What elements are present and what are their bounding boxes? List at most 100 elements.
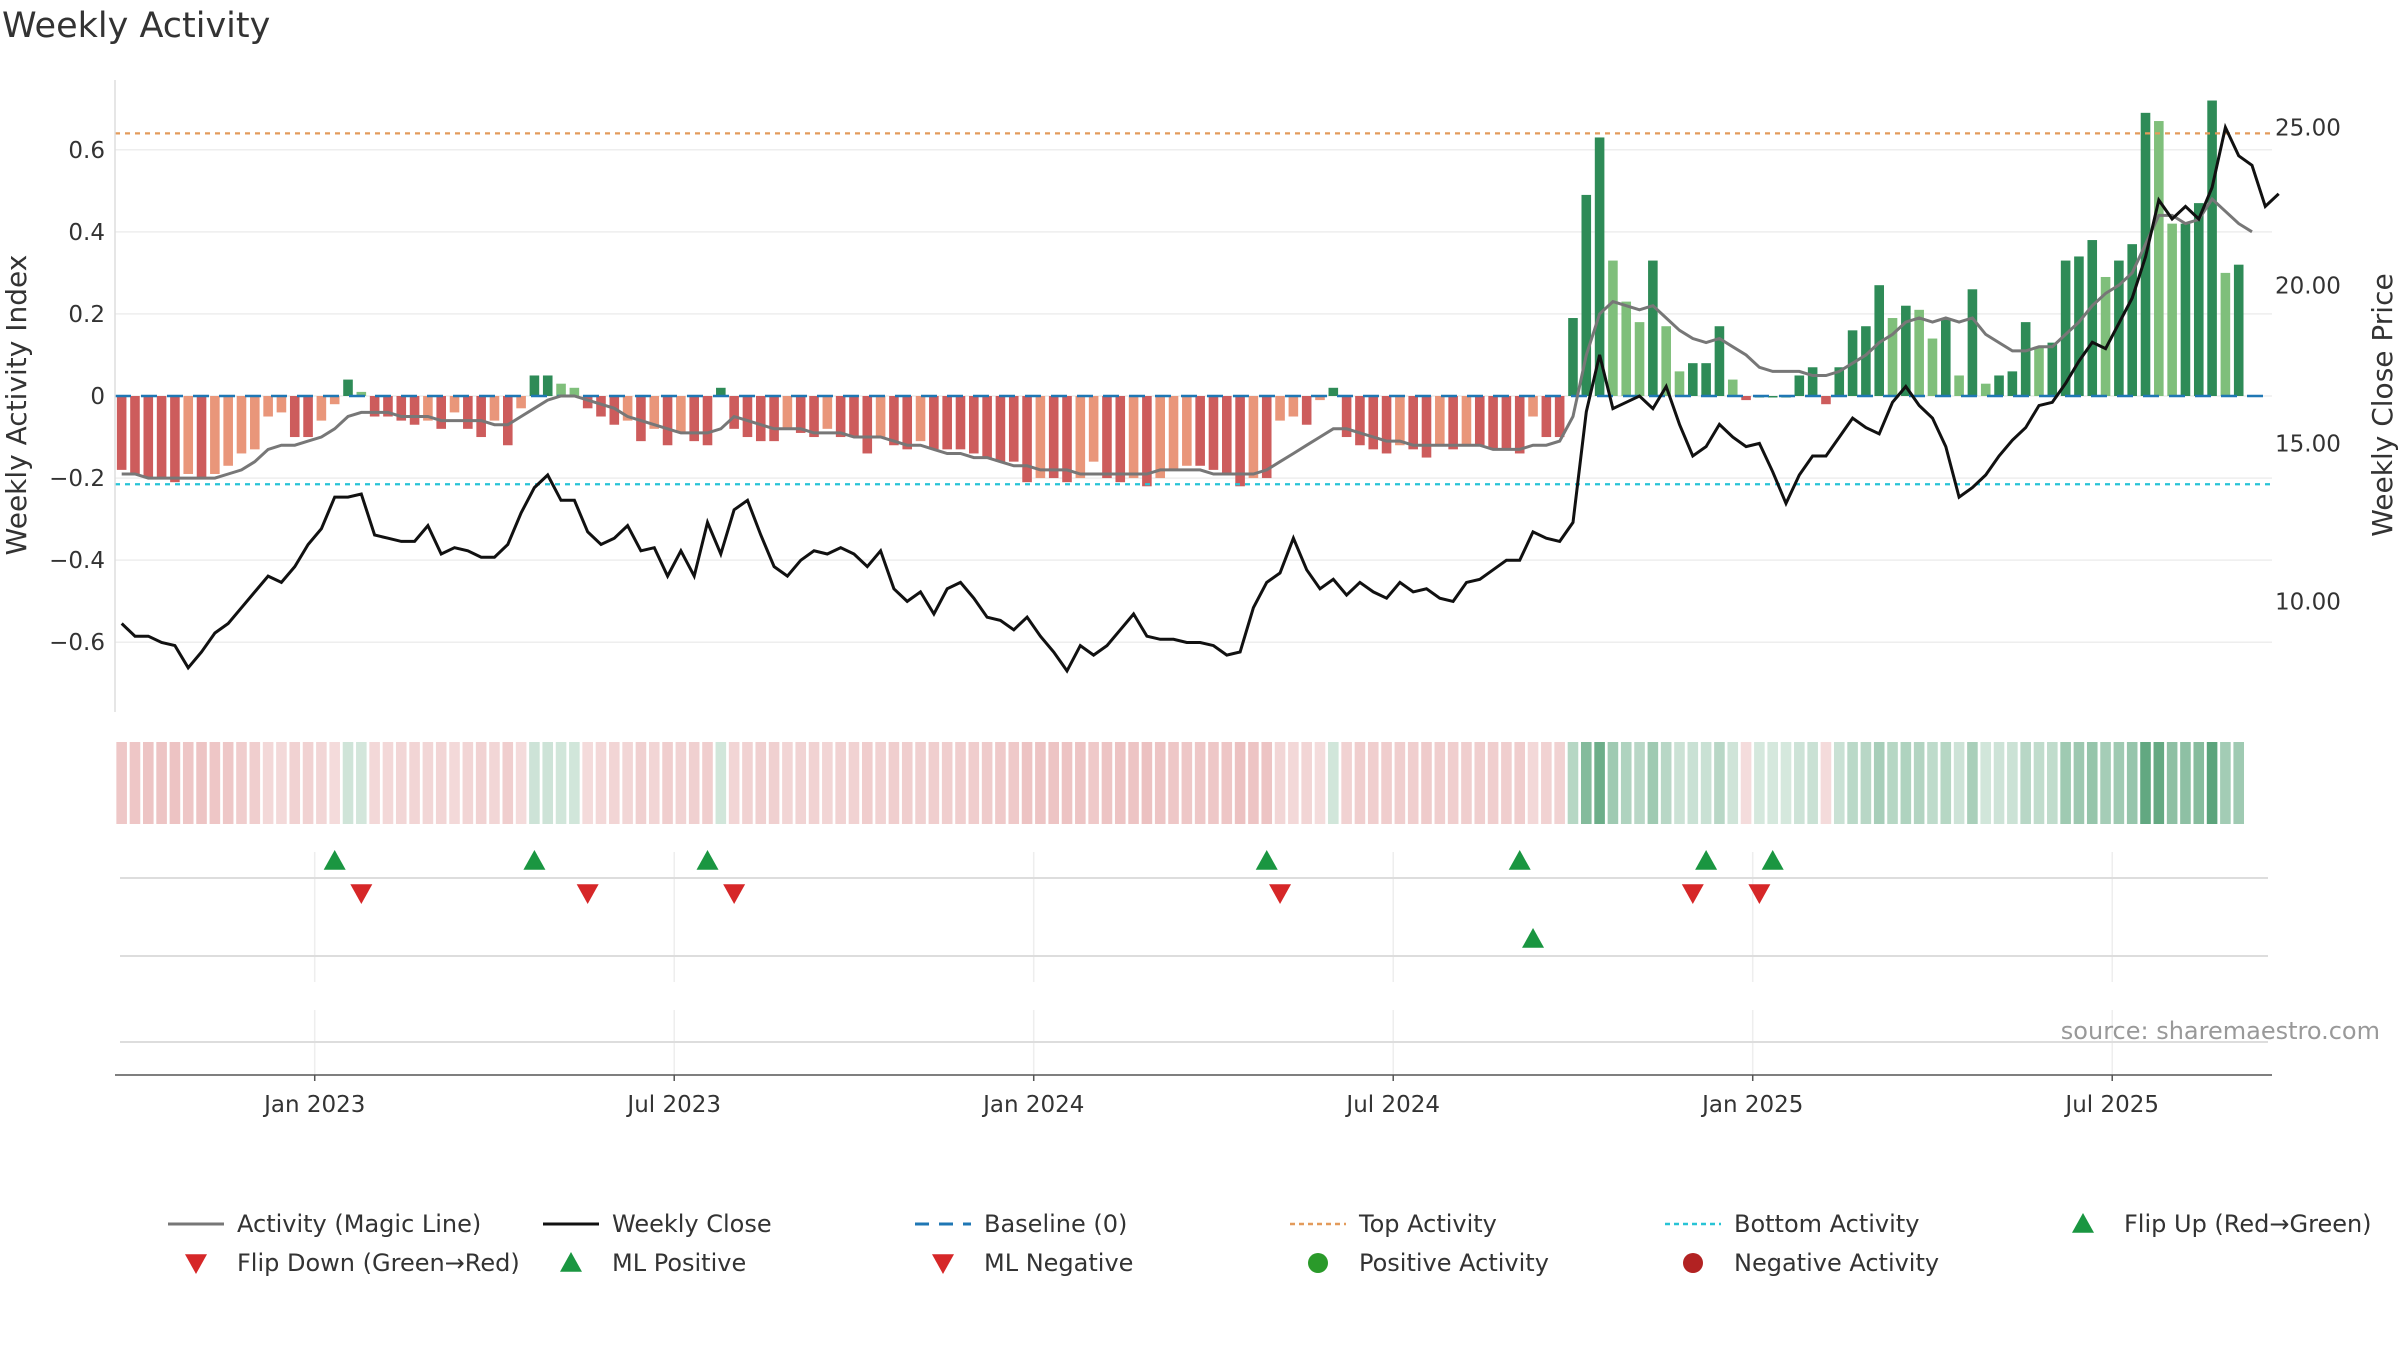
heat-cell: [1913, 742, 1925, 824]
heat-cell: [1061, 742, 1073, 824]
heat-cell: [915, 742, 926, 824]
heat-cell: [1048, 742, 1059, 824]
heat-cell: [1221, 742, 1233, 824]
heat-cell: [2180, 742, 2191, 824]
x-tick-label: Jul 2023: [625, 1092, 721, 1118]
activity-bar: [1435, 396, 1445, 446]
heat-cell: [2220, 742, 2231, 824]
heat-cell: [1474, 742, 1486, 824]
activity-bar: [1741, 396, 1751, 401]
heat-cell: [1314, 742, 1326, 824]
heat-cell: [475, 742, 487, 824]
heat-cell: [1261, 742, 1273, 824]
heat-cell: [1328, 742, 1339, 824]
heat-cell: [941, 742, 953, 824]
x-tick-label: Jan 2023: [262, 1092, 365, 1118]
heat-cell: [1900, 742, 1912, 824]
activity-bar: [542, 375, 553, 396]
activity-bar: [1927, 338, 1938, 396]
activity-bar: [196, 396, 207, 479]
heat-cell: [2153, 742, 2165, 824]
activity-bar: [1008, 396, 1019, 462]
heat-cell: [1407, 742, 1419, 824]
heat-cell: [2113, 742, 2125, 824]
heat-cell: [1434, 742, 1446, 824]
heat-cell: [1660, 742, 1672, 824]
heat-cell: [1554, 742, 1565, 824]
activity-bar: [343, 379, 353, 396]
heat-cell: [1740, 742, 1752, 824]
legend-swatch: [2072, 1213, 2094, 1233]
legend-label: Weekly Close: [612, 1210, 772, 1238]
activity-bar: [210, 396, 220, 474]
heat-cell: [662, 742, 673, 824]
flip-down-marker: [1269, 884, 1292, 904]
activity-bar: [2074, 256, 2084, 396]
flip-up-marker: [1255, 850, 1278, 870]
heat-cell: [648, 742, 660, 824]
heat-cell: [1794, 742, 1805, 824]
activity-bar: [1368, 396, 1379, 450]
heat-cell: [2206, 742, 2218, 824]
activity-bar: [955, 396, 966, 450]
legend-magic-line: Activity (Magic Line): [168, 1210, 481, 1238]
heat-cell: [2140, 742, 2151, 824]
heat-cell: [1274, 742, 1286, 824]
activity-bar: [1648, 260, 1658, 396]
heat-cell: [1940, 742, 1952, 824]
legend-swatch: [560, 1252, 582, 1272]
reference-lines: [115, 132, 2272, 486]
heat-cell: [2100, 742, 2111, 824]
heat-cell: [529, 742, 540, 824]
activity-bar: [1461, 396, 1472, 446]
activity-bar: [236, 396, 247, 454]
activity-bar: [1355, 396, 1365, 446]
activity-bar: [1075, 396, 1086, 479]
activity-heat-strip: [116, 742, 2245, 824]
heat-cell: [1194, 742, 1206, 824]
heat-cell: [1594, 742, 1605, 824]
flip-down-marker: [350, 884, 373, 904]
activity-bar: [795, 396, 806, 433]
heat-cell: [675, 742, 687, 824]
activity-bar: [1035, 396, 1046, 479]
activity-bar: [2114, 260, 2124, 396]
activity-bar: [489, 396, 500, 421]
heat-cell: [395, 742, 407, 824]
heat-cell: [142, 742, 154, 824]
activity-bar: [1142, 396, 1152, 487]
heat-cell: [1248, 742, 1259, 824]
activity-bar: [2233, 264, 2244, 396]
heat-cell: [1461, 742, 1472, 824]
legend-swatch: [185, 1254, 207, 1274]
activity-bar: [1940, 318, 1951, 396]
heat-cell: [555, 742, 567, 824]
activity-bar: [1221, 396, 1232, 474]
heat-cell: [1687, 742, 1699, 824]
activity-bar: [1954, 375, 1964, 396]
heat-cell: [702, 742, 713, 824]
activity-bar: [1235, 396, 1245, 487]
flip-down-marker: [1681, 884, 1704, 904]
legend-negative-activity: Negative Activity: [1683, 1249, 1939, 1277]
activity-bar: [396, 396, 407, 421]
heat-cell: [968, 742, 980, 824]
activity-bars: [116, 100, 2244, 487]
activity-bar: [1621, 301, 1632, 396]
heat-cell: [2233, 742, 2245, 824]
y-axis-right-label: Weekly Close Price: [2366, 273, 2399, 536]
heat-cell: [289, 742, 301, 824]
heat-cell: [622, 742, 633, 824]
activity-bar: [356, 391, 367, 396]
heat-cell: [182, 742, 194, 824]
activity-bar: [649, 396, 660, 429]
heat-cell: [1674, 742, 1685, 824]
heat-cell: [542, 742, 554, 824]
activity-bar: [875, 396, 886, 438]
heat-cell: [1288, 742, 1299, 824]
heat-cell: [635, 742, 647, 824]
heat-cell: [1447, 742, 1459, 824]
heat-cell: [356, 742, 367, 824]
activity-bar: [742, 396, 753, 438]
activity-bar: [622, 396, 633, 421]
